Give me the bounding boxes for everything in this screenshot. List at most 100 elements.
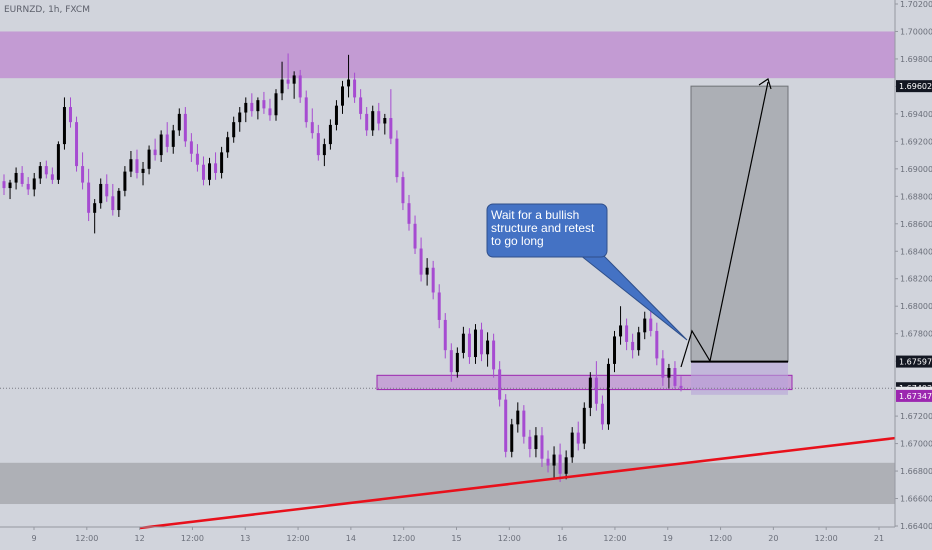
price-tick-label: 1.68000 [900, 302, 932, 311]
candle-body [32, 178, 36, 190]
candle-body [147, 149, 151, 169]
candle-body [341, 86, 344, 106]
candle-body [437, 292, 441, 320]
price-tick-label: 1.68800 [900, 192, 932, 201]
retest-zone[interactable] [376, 374, 793, 391]
candle-body [274, 93, 278, 116]
price-label-tag [896, 80, 932, 93]
candle-body [661, 358, 665, 378]
candle-body [443, 319, 447, 351]
price-tick-label: 1.68200 [900, 275, 932, 284]
candle-body [159, 134, 163, 156]
candle-body [75, 122, 79, 167]
candle-body [667, 368, 671, 378]
candle-body [425, 267, 429, 275]
candle-body [8, 182, 12, 189]
candle-body [540, 435, 544, 459]
candle-body [492, 340, 496, 370]
time-tick-label: 21 [874, 534, 884, 543]
time-tick-label: 12:00 [75, 534, 98, 543]
time-tick-label: 12 [135, 534, 145, 543]
candle-body [310, 122, 314, 134]
candle-body [68, 107, 72, 123]
price-axis[interactable]: 1.702001.700001.698001.696001.694001.692… [894, 0, 932, 550]
candle-body [649, 318, 653, 331]
price-tick-label: 1.69800 [900, 55, 932, 64]
candle-body [99, 183, 103, 204]
price-label-text: 1.69602 [899, 82, 932, 91]
candle-body [208, 163, 212, 180]
time-tick-label: 20 [768, 534, 778, 543]
time-tick-label: 14 [346, 534, 356, 543]
time-tick-label: 12:00 [709, 534, 732, 543]
candle-body [371, 111, 375, 131]
candle-body [679, 385, 683, 389]
candle-body [135, 159, 139, 173]
time-tick-label: 12:00 [287, 534, 310, 543]
candle-body [93, 203, 97, 213]
arrow-head [758, 78, 772, 90]
price-tick-label: 1.68600 [900, 220, 932, 229]
candle-body [480, 329, 484, 355]
time-axis[interactable]: 9 12:00 12 12:00 13 12:00 14 12:00 15 12:00 16 12:0… [0, 526, 895, 543]
price-tick-label: 1.67800 [900, 330, 932, 339]
supply-zone[interactable] [0, 31, 895, 79]
price-tick-label: 1.70200 [900, 0, 932, 9]
candle-body [407, 203, 411, 224]
candle-body [347, 79, 351, 87]
candle-body [546, 458, 550, 466]
candle-body [334, 105, 338, 125]
candle-body [365, 113, 369, 131]
profit-box[interactable] [690, 85, 789, 363]
price-tick-label: 1.66400 [900, 522, 932, 531]
candle-body [153, 149, 157, 156]
candle-body [558, 454, 562, 474]
candle-body [220, 152, 224, 173]
candle-body [534, 435, 538, 450]
candle-body [44, 166, 48, 175]
candle-body [56, 144, 60, 180]
candle-body [268, 108, 272, 116]
candle-body [461, 333, 465, 353]
callout-text-line: structure and retest [491, 221, 595, 235]
candle-body [165, 134, 169, 147]
candle-body [582, 407, 586, 444]
risk-box[interactable] [691, 361, 788, 395]
candle-body [286, 79, 290, 84]
candle-body [322, 144, 326, 156]
time-tick-label: 12:00 [392, 534, 415, 543]
candle-body [262, 100, 266, 109]
candle-body [129, 159, 133, 172]
time-tick-label: 12:00 [181, 534, 204, 543]
candle-body [613, 336, 617, 364]
candle-body [87, 182, 91, 213]
zones-layer [0, 31, 895, 505]
candle-body [588, 377, 592, 408]
candle-body [238, 112, 242, 123]
symbol-label: EURNZD, 1h, FXCM [4, 5, 90, 15]
candle-body [62, 107, 66, 145]
price-tick-label: 1.68400 [900, 247, 932, 256]
candle-body [564, 457, 568, 474]
candle-body [256, 100, 260, 112]
candle-body [600, 403, 604, 425]
candle-body [250, 102, 254, 112]
candle-body [395, 138, 399, 178]
candle-body [619, 325, 623, 337]
price-tick-label: 1.66800 [900, 467, 932, 476]
candle-body [389, 118, 393, 139]
demand-zone[interactable] [0, 462, 895, 505]
candle-body [401, 177, 405, 204]
candle-body [171, 130, 175, 147]
callout-text-line: to go long [491, 234, 544, 248]
projection-arrow[interactable] [680, 81, 769, 368]
price-tick-label: 1.69200 [900, 137, 932, 146]
trend-line[interactable] [139, 436, 896, 530]
candle-body [552, 454, 556, 466]
time-tick-label: 15 [451, 534, 461, 543]
time-tick-label: 12:00 [603, 534, 626, 543]
time-tick-label: 19 [663, 534, 673, 543]
callout-box[interactable] [486, 203, 608, 258]
